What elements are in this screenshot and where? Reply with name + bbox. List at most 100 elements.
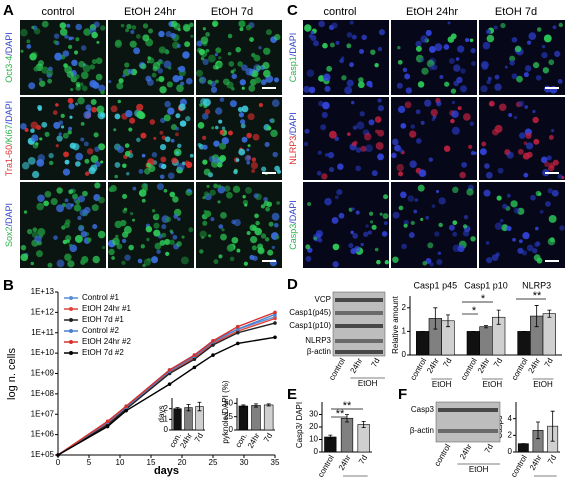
cell [215, 65, 219, 70]
cell [203, 191, 210, 197]
legend-marker [69, 296, 73, 300]
cell [524, 65, 532, 72]
cell [489, 102, 493, 107]
cell [461, 161, 467, 168]
cell [533, 254, 541, 262]
cell [437, 251, 442, 256]
cell [452, 220, 458, 226]
cell [533, 138, 540, 145]
cell [349, 62, 354, 68]
blot-band [335, 350, 383, 354]
cell [122, 163, 127, 169]
cell [122, 74, 126, 78]
cell [263, 69, 271, 78]
cell [176, 84, 184, 93]
cell [238, 148, 246, 156]
cell [151, 152, 158, 158]
cell [557, 78, 563, 84]
cell [254, 213, 259, 219]
cell [20, 244, 27, 251]
cell [384, 260, 389, 265]
cell [170, 20, 178, 28]
cell [355, 147, 362, 153]
cell [219, 129, 225, 135]
x-axis-label: days [154, 465, 179, 477]
cell [125, 28, 129, 33]
y-tick-label: 1E+10 [31, 348, 55, 357]
cell [68, 189, 73, 195]
cell [77, 97, 85, 105]
category-label: 7d [357, 454, 369, 466]
cell [152, 66, 158, 72]
cell [83, 110, 92, 119]
cell [336, 189, 343, 196]
cell [269, 118, 273, 123]
x-tick-label: 15 [147, 458, 156, 467]
cell [120, 219, 127, 227]
cell [146, 237, 150, 242]
cell [506, 151, 514, 159]
cell [86, 148, 94, 155]
cell [54, 52, 63, 61]
cell [415, 109, 421, 115]
blot-label: β-actin [307, 347, 331, 356]
group-label: EtOH [483, 380, 503, 389]
cell [526, 40, 532, 45]
cell [200, 56, 205, 61]
cell [391, 152, 397, 159]
cell [324, 197, 332, 206]
cell [549, 237, 555, 243]
cell [425, 29, 432, 37]
cell [512, 237, 516, 242]
cell [81, 85, 88, 92]
cell [85, 104, 92, 111]
category-label: 7d [492, 357, 504, 369]
cell [84, 158, 90, 164]
cell [96, 40, 100, 44]
cell [332, 261, 339, 268]
cell [153, 136, 157, 140]
line [57, 313, 276, 456]
cell [62, 50, 70, 57]
cell [154, 242, 162, 250]
cell [252, 133, 260, 141]
cell [420, 57, 425, 62]
cell [462, 224, 468, 229]
cell [352, 233, 359, 239]
cell [186, 188, 192, 194]
point [236, 324, 240, 329]
cell [213, 259, 219, 265]
cell [123, 207, 128, 211]
cell [80, 45, 87, 51]
cell [38, 80, 46, 87]
cell [436, 258, 443, 265]
cell [359, 49, 365, 55]
cell [526, 151, 533, 158]
cell [75, 161, 81, 167]
group-label: EtOH [432, 380, 452, 389]
cell [92, 255, 100, 264]
point [192, 357, 197, 362]
cell [375, 142, 384, 150]
cell [240, 123, 246, 129]
cell [543, 34, 552, 43]
cell [501, 224, 509, 232]
cell [470, 236, 476, 242]
error-bar [534, 305, 539, 328]
cell [251, 70, 259, 78]
cell [383, 194, 389, 200]
panel-label: E [287, 386, 297, 403]
cell [525, 132, 532, 139]
cell [239, 27, 244, 32]
y-tick-label: 2 [402, 303, 407, 312]
category-label: 7d [193, 432, 205, 444]
cell [218, 224, 224, 229]
cell [197, 142, 202, 147]
cell [176, 241, 182, 247]
y-axis-label: Relative amount [391, 295, 400, 354]
cell [168, 66, 172, 70]
cell [39, 137, 43, 141]
cell [199, 103, 203, 107]
point [273, 335, 277, 340]
y-tick-label: 1E+06 [31, 430, 55, 439]
